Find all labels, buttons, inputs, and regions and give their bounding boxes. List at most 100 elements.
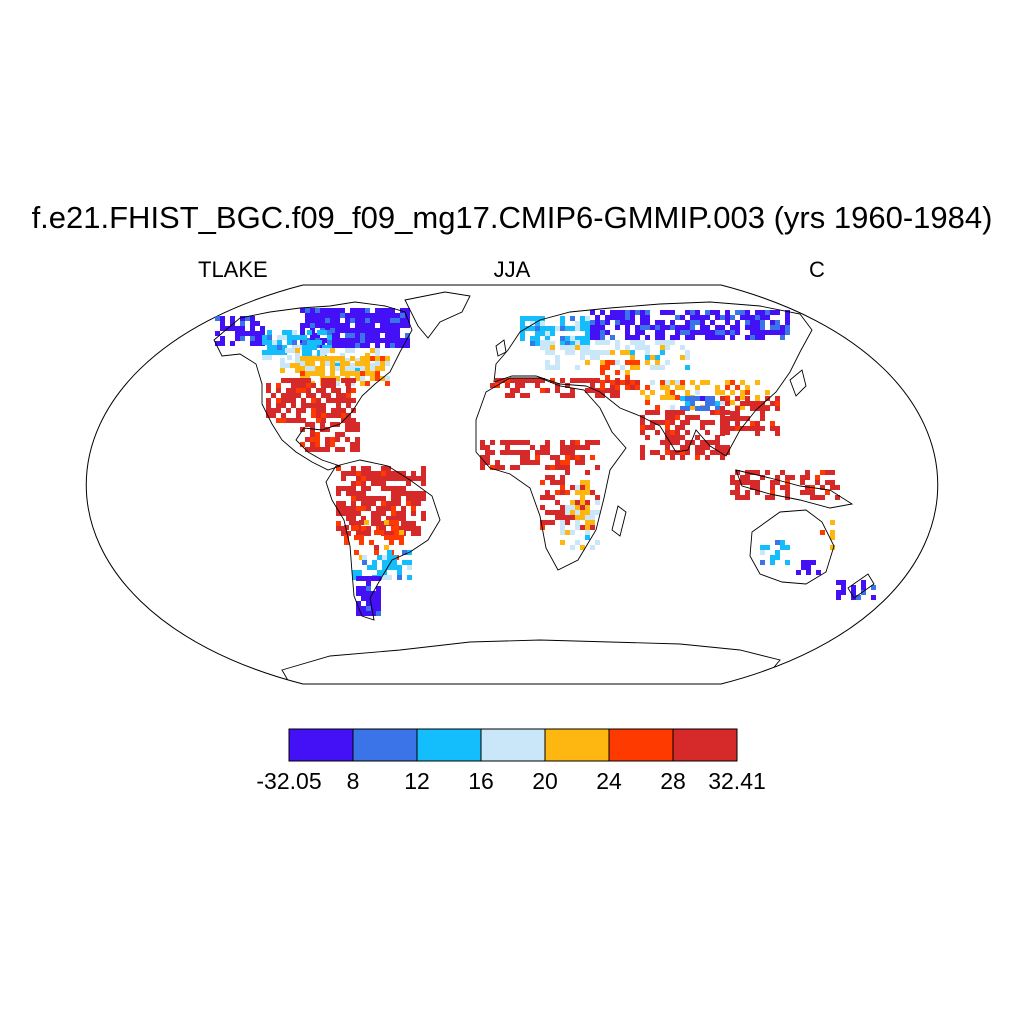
data-cell	[695, 330, 700, 335]
data-cell	[565, 445, 570, 450]
data-cell	[780, 540, 785, 545]
data-cell	[330, 333, 335, 338]
data-cell	[380, 366, 385, 371]
data-cell	[340, 361, 345, 366]
data-cell	[720, 445, 725, 450]
data-cell	[297, 335, 302, 340]
data-cell	[366, 596, 371, 601]
data-cell	[730, 315, 735, 320]
data-cell	[370, 371, 375, 376]
data-cell	[545, 350, 550, 355]
data-cell	[421, 476, 426, 481]
data-cell	[705, 455, 710, 460]
data-cell	[545, 520, 550, 525]
data-cell	[750, 470, 755, 475]
data-cell	[386, 466, 391, 471]
data-cell	[665, 385, 670, 390]
data-cell	[356, 471, 361, 476]
data-cell	[520, 336, 525, 341]
data-cell	[386, 531, 391, 536]
data-cell	[715, 390, 720, 395]
data-cell	[605, 375, 610, 380]
data-cell	[680, 355, 685, 360]
data-cell	[356, 511, 361, 516]
data-cell	[535, 383, 540, 388]
data-cell	[775, 330, 780, 335]
data-cell	[735, 485, 740, 490]
data-cell	[585, 326, 590, 331]
data-cell	[406, 521, 411, 526]
data-cell	[295, 363, 300, 368]
data-cell	[345, 422, 350, 427]
data-cell	[355, 328, 360, 333]
data-cell	[660, 320, 665, 325]
data-cell	[595, 495, 600, 500]
data-cell	[555, 355, 560, 360]
data-cell	[645, 310, 650, 315]
data-cell	[365, 338, 370, 343]
data-cell	[326, 383, 331, 388]
data-cell	[600, 393, 605, 398]
data-cell	[365, 353, 370, 358]
units-label: C	[809, 257, 825, 282]
data-cell	[720, 406, 725, 411]
data-cell	[685, 310, 690, 315]
data-cell	[365, 356, 370, 361]
data-cell	[600, 380, 605, 385]
data-cell	[306, 393, 311, 398]
data-cell	[830, 545, 835, 550]
data-cell	[685, 415, 690, 420]
data-cell	[376, 601, 381, 606]
data-cell	[585, 510, 590, 515]
data-cell	[670, 430, 675, 435]
data-cell	[391, 511, 396, 516]
data-cell	[320, 323, 325, 328]
data-cell	[490, 465, 495, 470]
data-cell	[385, 323, 390, 328]
data-cell	[346, 393, 351, 398]
data-cell	[715, 445, 720, 450]
data-cell	[535, 316, 540, 321]
data-cell	[345, 328, 350, 333]
data-cell	[545, 345, 550, 350]
data-cell	[505, 393, 510, 398]
data-cell	[391, 476, 396, 481]
data-cell	[520, 450, 525, 455]
data-cell	[550, 365, 555, 370]
data-cell	[685, 320, 690, 325]
data-cell	[282, 345, 287, 350]
data-cell	[351, 491, 356, 496]
data-cell	[745, 320, 750, 325]
data-cell	[411, 531, 416, 536]
data-cell	[375, 376, 380, 381]
data-cell	[550, 326, 555, 331]
data-cell	[366, 526, 371, 531]
data-cell	[320, 338, 325, 343]
data-cell	[605, 378, 610, 383]
data-cell	[215, 341, 220, 346]
data-cell	[255, 321, 260, 326]
data-cell	[640, 325, 645, 330]
data-cell	[660, 395, 665, 400]
data-cell	[330, 308, 335, 313]
data-cell	[735, 421, 740, 426]
data-cell	[520, 460, 525, 465]
data-cell	[365, 328, 370, 333]
data-cell	[320, 308, 325, 313]
data-cell	[327, 340, 332, 345]
data-cell	[302, 345, 307, 350]
data-cell	[300, 442, 305, 447]
data-cell	[267, 350, 272, 355]
data-cell	[360, 318, 365, 323]
data-cell	[700, 330, 705, 335]
data-cell	[725, 430, 730, 435]
data-cell	[376, 496, 381, 501]
data-cell	[600, 350, 605, 355]
data-cell	[605, 340, 610, 345]
data-cell	[705, 445, 710, 450]
data-cell	[350, 333, 355, 338]
data-cell	[305, 323, 310, 328]
data-cell	[585, 345, 590, 350]
data-cell	[585, 316, 590, 321]
data-cell	[370, 328, 375, 333]
